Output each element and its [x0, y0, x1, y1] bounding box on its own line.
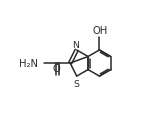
- Text: OH: OH: [93, 25, 108, 35]
- Text: N: N: [72, 40, 79, 49]
- Text: O: O: [52, 63, 60, 73]
- Text: H₂N: H₂N: [19, 58, 38, 68]
- Text: S: S: [74, 79, 80, 88]
